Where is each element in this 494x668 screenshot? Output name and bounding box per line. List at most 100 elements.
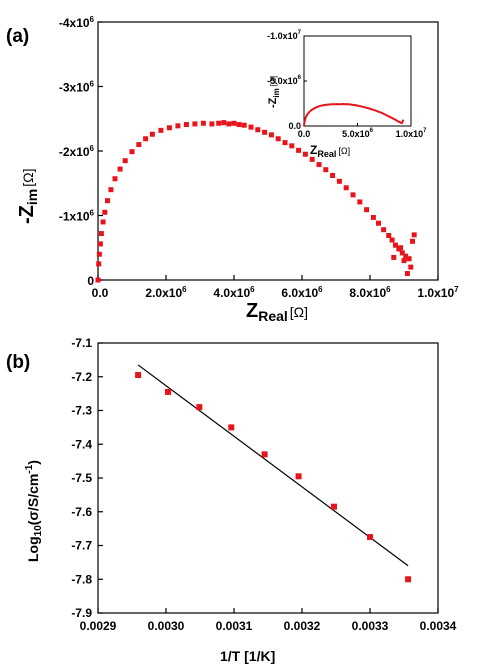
panel-a-point: [302, 151, 308, 157]
panel-a-point: [129, 149, 135, 155]
panel-a-point: [275, 136, 281, 142]
panel-b-xtick-label: 0.0033: [352, 619, 389, 633]
panel-b-series: [135, 372, 412, 583]
panel-a-xtick-label: 4.0x106: [213, 285, 255, 300]
panel-b-point: [261, 451, 268, 458]
inset-ytick-label: 0.0: [288, 121, 301, 131]
inset-ticks: 0.0 5.0x106 1.0x107 0.0 -5.0x106 -1.0x107: [267, 30, 427, 139]
panel-a-series: [95, 120, 417, 283]
panel-a-ytick-label: 0: [87, 274, 94, 288]
panel-a-point: [386, 232, 392, 238]
panel-a-point: [406, 256, 412, 262]
panel-b-point: [165, 388, 172, 395]
panel-b-point: [135, 372, 142, 379]
panel-a-point: [370, 214, 376, 220]
panel-b-point: [367, 534, 373, 541]
panel-a-point: [255, 127, 261, 133]
panel-a-point: [102, 209, 108, 215]
panel-b-xtick-label: 0.0030: [148, 619, 185, 633]
panel-a-point: [408, 264, 414, 270]
inset-series-curve: [303, 102, 405, 127]
panel-a-point: [393, 242, 398, 248]
panel-a-point: [403, 253, 409, 259]
panel-a-point: [226, 121, 232, 127]
panel-a-point: [241, 122, 247, 128]
panel-a-point: [350, 192, 356, 198]
panel-b-label: (b): [6, 352, 30, 373]
panel-b-ytick-label: -7.4: [71, 437, 92, 451]
panel-a-xtick-label: 8.0x106: [349, 285, 391, 300]
panel-b-point: [228, 424, 235, 431]
panel-a-ytick-label: -4x106: [59, 15, 95, 30]
panel-a-point: [143, 136, 149, 142]
panel-a-point: [404, 271, 410, 277]
panel-b-point: [196, 404, 203, 411]
panel-a-point: [391, 254, 397, 260]
panel-b-xlabel: 1/T [1/K]: [220, 648, 275, 664]
panel-a: (a) 0.0 2.0x106 4.0x106 6.0x106 8.0x106 1.0x1…: [6, 15, 459, 324]
panel-a-point: [248, 124, 254, 130]
panel-b-ytick-label: -7.9: [71, 606, 92, 620]
panel-a-point: [268, 132, 274, 138]
panel-b-plot-frame: [97, 342, 439, 614]
panel-b-ytick-label: -7.1: [71, 336, 92, 350]
panel-a-point: [175, 123, 181, 129]
panel-a-ytick-label: -3x106: [59, 80, 95, 95]
panel-a-point: [399, 250, 405, 256]
inset-ytick-label: -1.0x107: [267, 30, 302, 41]
panel-a-point: [112, 176, 118, 182]
panel-a-point: [96, 251, 102, 257]
panel-b: (b) 0.0029 0.0030 0.0031 0.0032 0.0033 0.0034…: [6, 336, 457, 664]
panel-b-ytick-label: -7.7: [71, 539, 92, 553]
panel-a-point: [96, 261, 102, 267]
panel-b-xtick-label: 0.0029: [80, 619, 117, 633]
panel-a-point: [316, 162, 322, 168]
panel-a-point: [221, 120, 227, 126]
panel-a-point: [216, 120, 222, 126]
panel-a-point: [282, 140, 288, 146]
inset-ylabel: -Zim[Ω]: [267, 76, 281, 108]
inset-xtick-label: 1.0x107: [396, 128, 428, 139]
panel-a-point: [192, 121, 198, 127]
panel-b-ytick-label: -7.3: [71, 404, 92, 418]
panel-a-point: [97, 241, 103, 247]
panel-b-ytick-label: -7.2: [71, 370, 92, 384]
panel-a-point: [330, 173, 336, 179]
inset-xtick-label: 0.0: [298, 129, 311, 139]
panel-b-xtick-label: 0.0034: [420, 619, 457, 633]
panel-a-point: [100, 219, 106, 225]
panel-a-point: [289, 143, 295, 149]
panel-a-point: [323, 167, 329, 173]
panel-b-xtick-label: 0.0032: [284, 619, 321, 633]
panel-a-point: [166, 125, 172, 131]
panel-a-point: [95, 277, 101, 283]
panel-a-point: [136, 142, 142, 148]
panel-a-xtick-label: 1.0x107: [417, 285, 459, 300]
panel-a-xtick-label: 6.0x106: [281, 285, 323, 300]
panel-a-ytick-label: -2x106: [59, 144, 95, 159]
panel-a-xlabel: ZReal [Ω]: [246, 300, 308, 324]
panel-a-point: [231, 120, 237, 126]
panel-a-point: [236, 122, 242, 128]
panel-a-ytick-label: -1x106: [59, 209, 95, 224]
panel-a-point: [364, 207, 370, 213]
panel-a-point: [398, 245, 404, 251]
panel-a-point: [117, 166, 123, 172]
panel-a-point: [262, 129, 268, 135]
panel-b-point: [295, 473, 302, 480]
panel-a-point: [343, 185, 349, 191]
panel-b-point: [330, 503, 337, 510]
panel-a-point: [105, 198, 111, 204]
panel-a-point: [357, 199, 363, 205]
panel-a-point: [98, 231, 104, 237]
panel-a-ylabel: -Zim[Ω]: [16, 169, 40, 224]
panel-a-point: [158, 127, 164, 133]
panel-a-point: [381, 227, 387, 233]
panel-b-ytick-label: -7.8: [71, 572, 92, 586]
panel-b-ytick-label: -7.6: [71, 505, 92, 519]
panel-a-point: [401, 258, 407, 264]
panel-a-point: [122, 158, 128, 164]
panel-a-point: [410, 238, 415, 244]
panel-a-xtick-label: 2.0x106: [145, 285, 187, 300]
